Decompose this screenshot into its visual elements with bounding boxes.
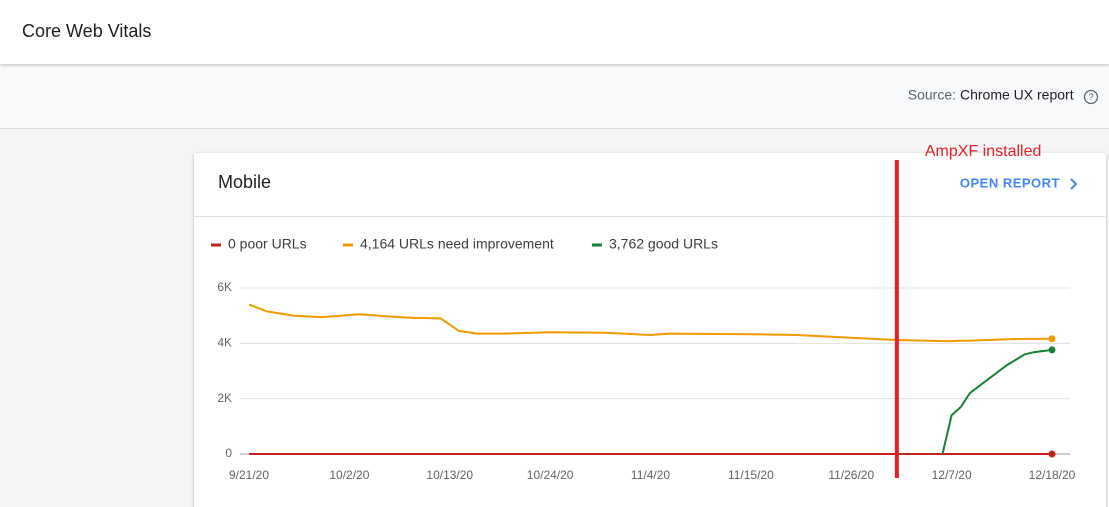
- open-report[interactable]: OPEN REPORT: [960, 175, 1060, 190]
- x-tick-label: 11/15/20: [728, 468, 774, 482]
- y-tick-label: 0: [225, 446, 232, 460]
- x-tick-label: 12/7/20: [932, 468, 972, 482]
- page-title: Core Web Vitals: [22, 21, 151, 41]
- source-label: Source:: [908, 87, 956, 103]
- source-name: Chrome UX report: [960, 87, 1074, 103]
- y-tick-label: 4K: [217, 336, 232, 350]
- x-tick-label: 10/2/20: [329, 468, 369, 482]
- help-icon[interactable]: ?: [1083, 89, 1099, 105]
- source-bar: [0, 64, 1109, 128]
- x-tick-label: 12/18/20: [1029, 468, 1076, 482]
- card-title: Mobile: [218, 172, 271, 192]
- y-tick-label: 2K: [217, 391, 232, 405]
- x-tick-label: 11/26/20: [828, 468, 874, 482]
- legend-label: 3,762 good URLs: [609, 236, 718, 252]
- legend-label: 0 poor URLs: [228, 236, 307, 252]
- x-tick-label: 11/4/20: [631, 468, 670, 482]
- legend-label: 4,164 URLs need improvement: [360, 236, 554, 252]
- end-dot: [1048, 450, 1056, 458]
- series-line: [941, 348, 1053, 455]
- chart: 0 2K 4K 6K 9/21/20 10/2/20 10/13/20 10/24/20 11/…: [211, 143, 1076, 482]
- end-dot: [1048, 335, 1056, 343]
- card: [194, 153, 1106, 507]
- series-line: [248, 303, 1053, 343]
- chevron[interactable]: [1070, 178, 1078, 190]
- annotation-text: AmpXF installed: [925, 143, 1042, 160]
- y-tick-label: 6K: [217, 280, 232, 294]
- app-header: [0, 0, 1109, 64]
- x-tick-label: 10/13/20: [426, 468, 473, 482]
- end-dot: [1048, 346, 1056, 354]
- x-tick-label: 9/21/20: [229, 468, 269, 482]
- x-tick-label: 10/24/20: [527, 468, 574, 482]
- svg-text:?: ?: [1088, 92, 1093, 102]
